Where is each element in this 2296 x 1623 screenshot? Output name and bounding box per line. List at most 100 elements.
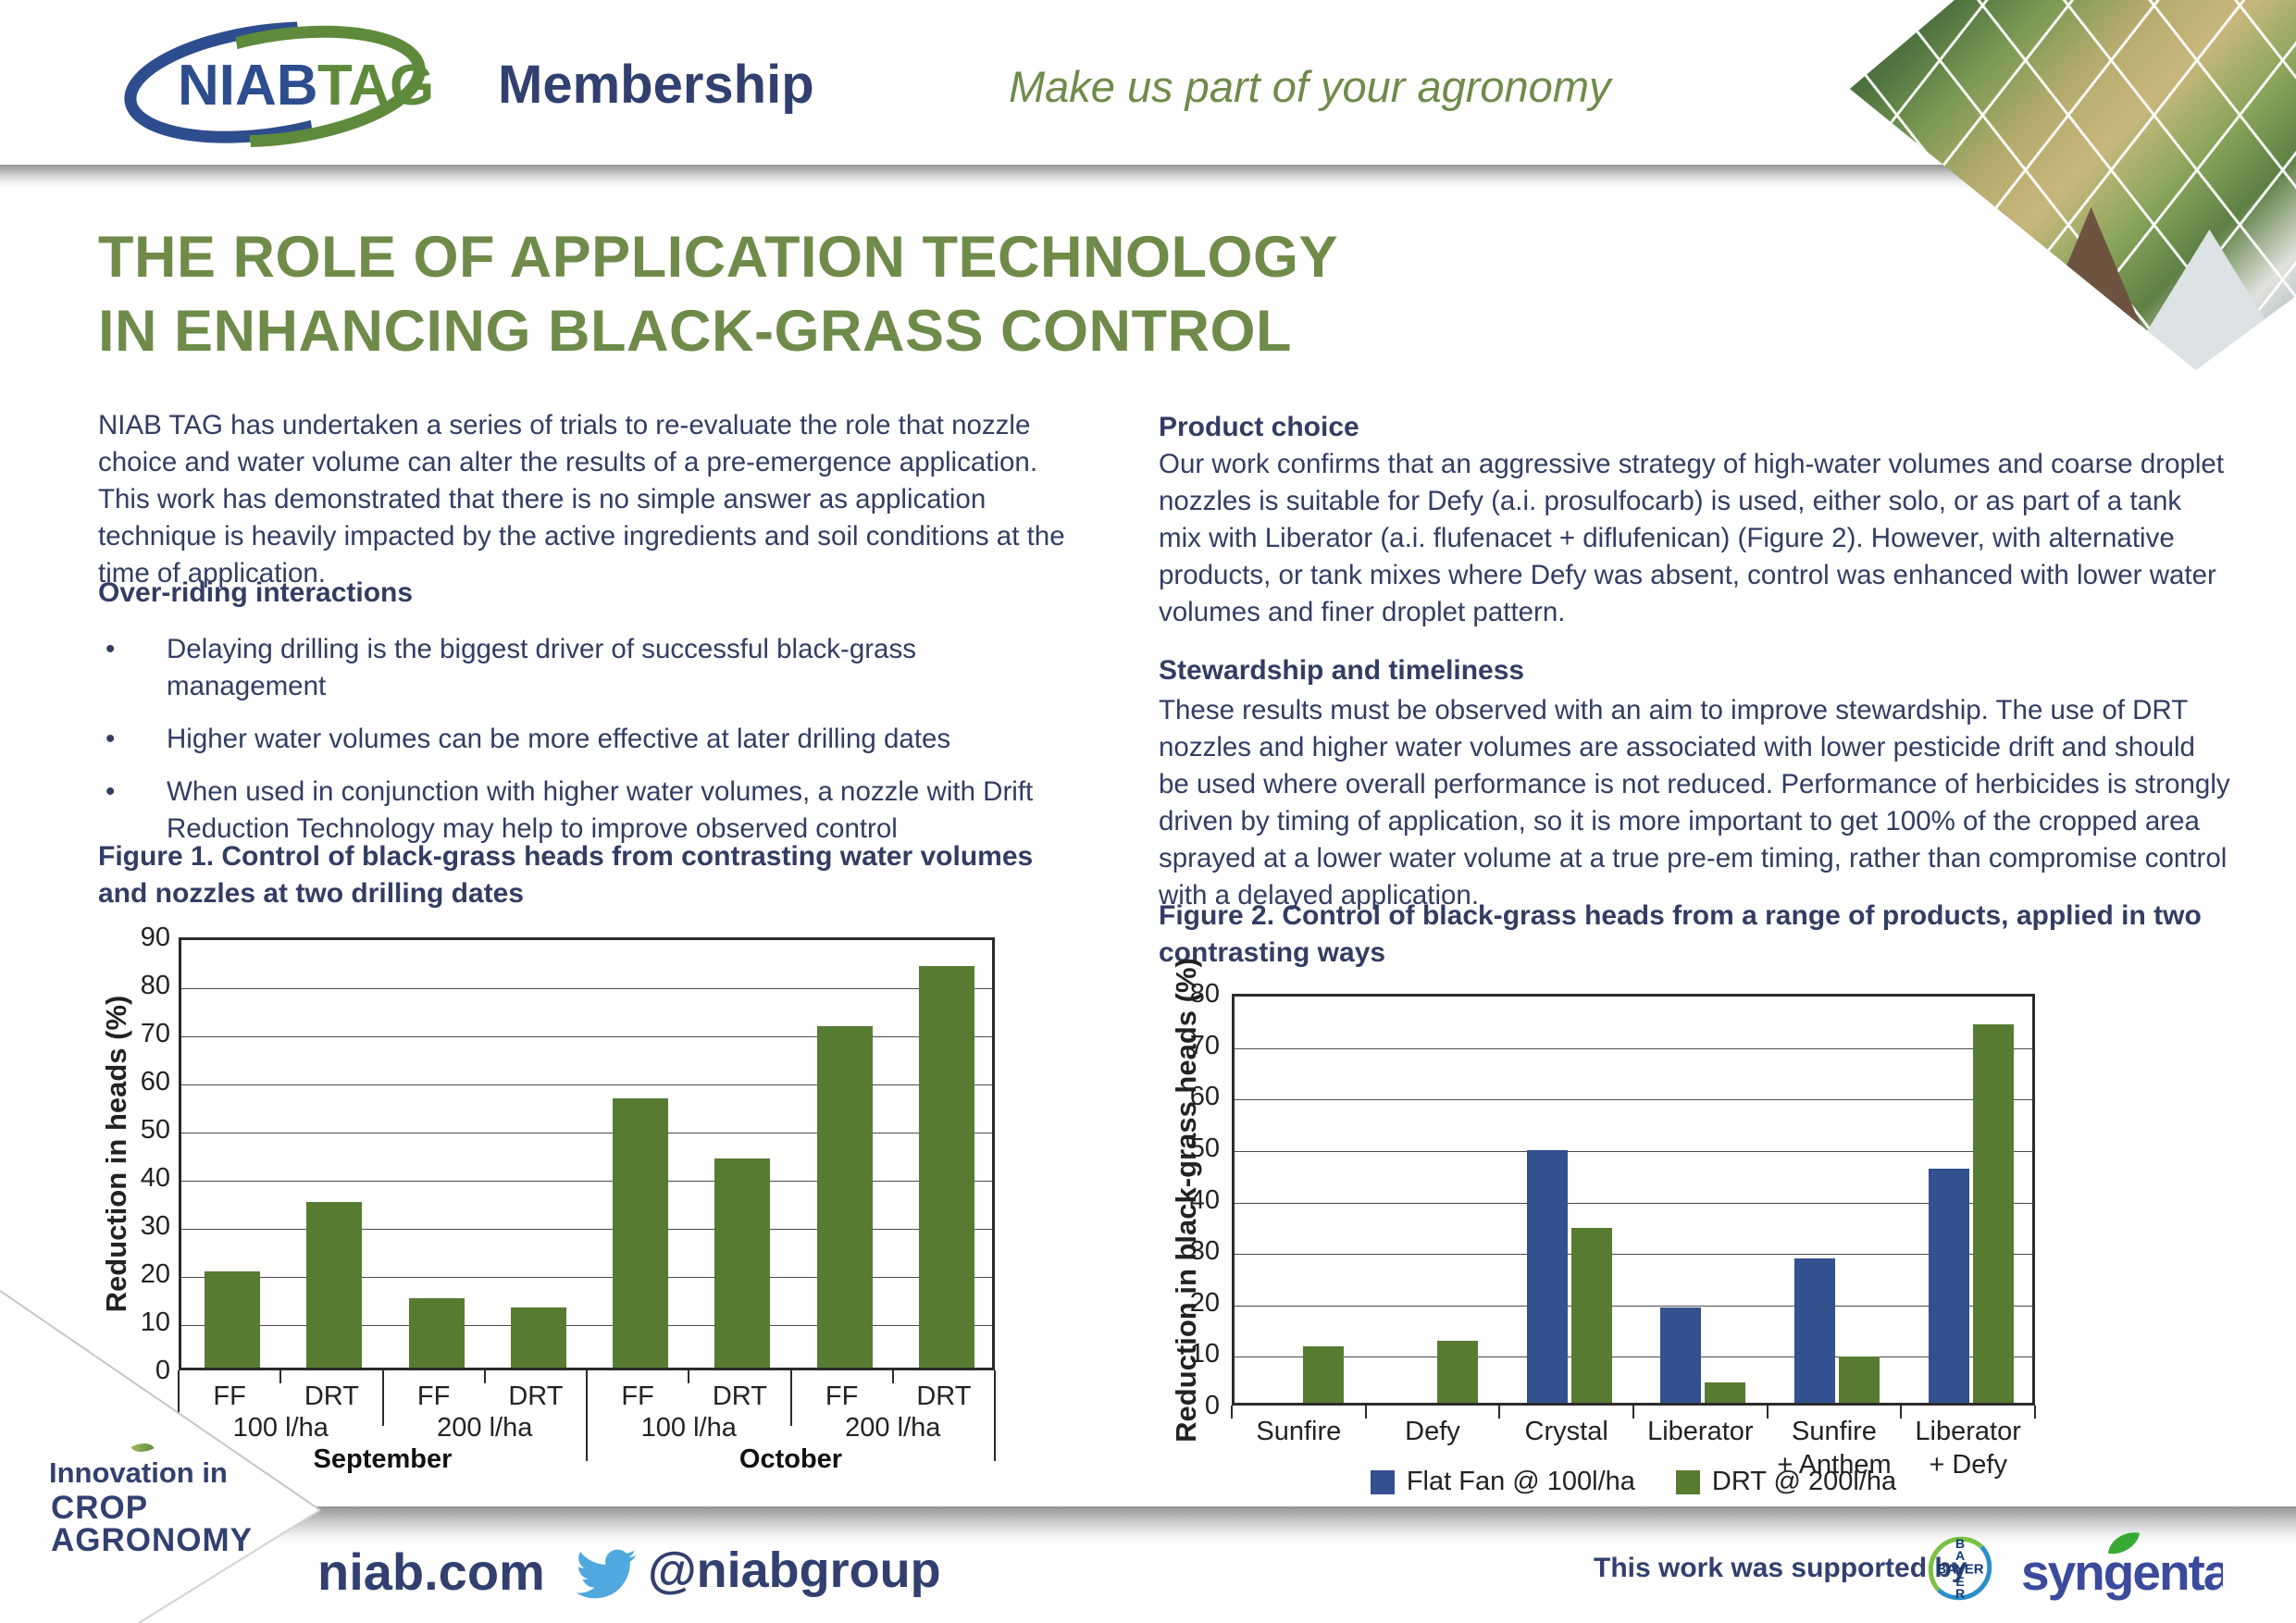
bar-drt: [1570, 1227, 1612, 1403]
bullet-text: Higher water volumes can be more effecti…: [167, 724, 951, 754]
y-axis-tick-label: 80: [140, 971, 170, 1000]
nozzle-label: FF: [416, 1381, 451, 1411]
bullet-icon: •: [105, 634, 116, 664]
twitter-handle[interactable]: @niabgroup: [648, 1542, 941, 1598]
bar-FF: [408, 1297, 465, 1368]
legend-item: Flat Fan @ 100l/ha: [1370, 1467, 1635, 1497]
month-label: October: [738, 1444, 843, 1474]
axis-separator: [789, 1370, 792, 1426]
axis-separator: [688, 1370, 690, 1383]
bar-flat-fan: [1526, 1150, 1568, 1403]
bar-drt: [1839, 1356, 1880, 1403]
volume-label: 200 l/ha: [437, 1413, 533, 1443]
figure1-chart: 0 10 20 30 40 50 60 70 80 90 Reduction in heads (%…: [98, 923, 1024, 1485]
stewardship-paragraph: These results must be observed with an a…: [1159, 695, 2230, 911]
stewardship-heading: Stewardship and timeliness: [1159, 655, 1525, 686]
y-axis-tick-label: 30: [140, 1211, 170, 1241]
bar-drt: [1972, 1024, 2014, 1403]
logo-green-arc: [233, 25, 426, 148]
legend-item: DRT @ 200l/ha: [1675, 1467, 1897, 1497]
y-axis-tick-label: 0: [1204, 1391, 1220, 1420]
gridline: [181, 1084, 992, 1085]
axis-separator: [586, 1370, 588, 1461]
axis-separator: [994, 1370, 996, 1461]
gridline: [181, 988, 992, 989]
axis-separator: [279, 1370, 282, 1383]
category-label: Liberator + Defy: [1915, 1417, 2021, 1480]
niab-website-link[interactable]: niab.com: [317, 1542, 545, 1601]
gridline: [181, 1229, 992, 1230]
axis-tick: [1766, 1406, 1769, 1419]
axis-tick: [1632, 1406, 1634, 1419]
gridline: [181, 1277, 992, 1278]
month-label: September: [313, 1444, 453, 1474]
bullet-text: When used in conjunction with higher wat…: [167, 776, 1034, 844]
bar-FF: [816, 1025, 873, 1368]
bar-flat-fan: [1928, 1168, 1969, 1403]
plot-area: [1232, 994, 2035, 1406]
nozzle-label: FF: [621, 1381, 654, 1411]
bullet-icon: •: [105, 724, 116, 754]
bar-FF: [205, 1271, 261, 1368]
axis-tick: [1231, 1406, 1233, 1419]
bar-flat-fan: [1660, 1307, 1702, 1403]
collage-patch: [2022, 207, 2160, 370]
y-axis-tick-label: 40: [1189, 1184, 1220, 1215]
gridline: [181, 1133, 992, 1134]
nozzle-label: DRT: [712, 1381, 767, 1411]
y-axis-tick-label: 40: [140, 1163, 170, 1193]
bayer-vertical-letter: E: [1955, 1574, 1964, 1589]
legend-swatch: [1370, 1469, 1395, 1494]
supported-by-label: This work was supported by: [1594, 1553, 1967, 1583]
logo-blue-arc: [124, 21, 315, 143]
page-title: THE ROLE OF APPLICATION TECHNOLOGY IN EN…: [98, 225, 1338, 364]
figure1-caption: Figure 1. Control of black-grass heads f…: [98, 841, 1034, 909]
axis-separator: [381, 1370, 384, 1426]
figure2-chart: 0 10 20 30 40 50 60 70 80 Reduction in black-gras…: [1148, 958, 2082, 1561]
twitter-bird-icon[interactable]: [576, 1549, 637, 1599]
y-axis-tick-label: 90: [140, 923, 170, 952]
legend-swatch: [1675, 1469, 1700, 1494]
niab-tag-logo: NIAB TAG: [124, 21, 434, 148]
logo-tag-text: TAG: [317, 54, 434, 118]
bar-DRT: [918, 965, 974, 1368]
category-label: Sunfire: [1256, 1417, 1342, 1446]
gridline: [1235, 1202, 2032, 1204]
bar-drt: [1437, 1341, 1478, 1403]
axis-tick: [2034, 1406, 2036, 1419]
bar-flat-fan: [1794, 1258, 1835, 1403]
header-divider-band: [0, 165, 2296, 189]
legend-label: DRT @ 200l/ha: [1711, 1467, 1897, 1496]
syngenta-wordmark: syngenta: [2021, 1543, 2223, 1601]
collage-patch: [2123, 229, 2296, 370]
bar-drt: [1303, 1345, 1345, 1403]
y-axis-tick-label: 20: [140, 1259, 170, 1289]
logo-niab-text: NIAB: [178, 54, 318, 118]
category-label: Sunfire + Anthem: [1777, 1417, 1892, 1480]
category-label: Liberator: [1647, 1417, 1754, 1446]
gridline: [181, 1181, 992, 1182]
gridline: [1235, 1254, 2032, 1256]
bayer-vertical-letter: B: [1955, 1536, 1965, 1551]
gridline: [1235, 1047, 2032, 1049]
bayer-vertical-letter: A: [1955, 1548, 1965, 1563]
y-axis-tick-label: 50: [1189, 1133, 1220, 1163]
product-choice-paragraph: Our work confirms that an aggressive str…: [1159, 449, 2225, 627]
volume-label: 200 l/ha: [845, 1413, 941, 1443]
nozzle-label: FF: [213, 1381, 246, 1411]
y-axis-tick-label: 50: [140, 1115, 170, 1145]
y-axis-tick-label: 10: [140, 1307, 170, 1337]
y-axis-tick-label: 20: [1189, 1287, 1220, 1318]
syngenta-logo: syngenta: [2021, 1532, 2223, 1601]
syngenta-leaf-icon: [2108, 1532, 2140, 1555]
axis-tick: [1900, 1406, 1903, 1419]
bullet-item: • Delaying drilling is the biggest driver…: [98, 631, 1065, 705]
category-label: Defy: [1405, 1417, 1460, 1446]
intro-paragraph: NIAB TAG has undertaken a series of tria…: [98, 410, 1065, 588]
membership-title: Membership: [498, 55, 814, 115]
header-tagline: Make us part of your agronomy: [1009, 62, 1611, 111]
interactions-bullet-list: • Delaying drilling is the biggest driver…: [98, 631, 1065, 863]
bar-FF: [613, 1097, 669, 1368]
bullet-item: • Higher water volumes can be more effect…: [98, 721, 1065, 758]
y-axis-tick-label: 60: [1189, 1082, 1220, 1112]
